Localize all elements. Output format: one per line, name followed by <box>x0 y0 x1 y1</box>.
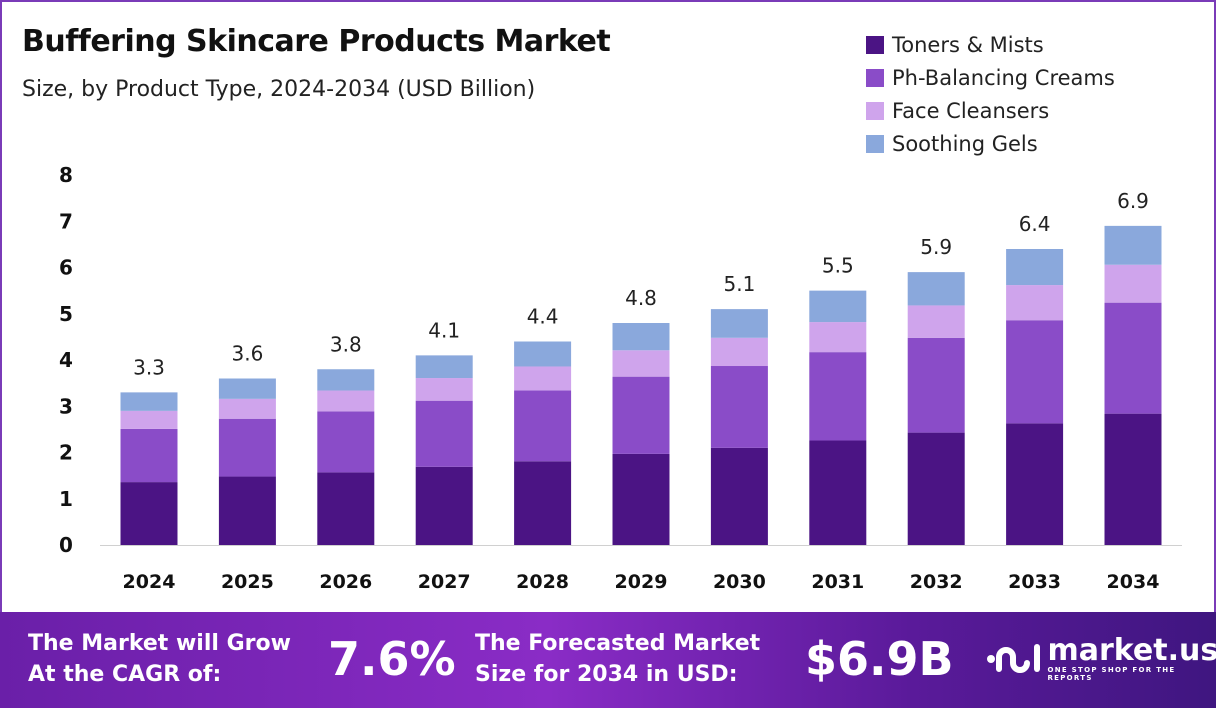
legend-swatch <box>866 35 884 54</box>
x-tick-label: 2031 <box>811 571 864 593</box>
bar-segment <box>612 376 670 454</box>
y-tick-label: 1 <box>59 487 73 511</box>
legend-swatch <box>866 101 884 120</box>
bar-segment <box>907 432 965 545</box>
bar-segment <box>1104 413 1162 545</box>
legend-label: Soothing Gels <box>892 131 1038 156</box>
bar-total-label: 6.4 <box>1019 212 1051 236</box>
forecast-label: The Forecasted Market Size for 2034 in US… <box>475 631 761 687</box>
x-tick-label: 2029 <box>615 571 668 593</box>
cagr-label: The Market will Grow At the CAGR of: <box>28 631 291 687</box>
x-tick-label: 2032 <box>910 571 963 593</box>
y-tick-label: 6 <box>59 256 73 280</box>
x-tick-label: 2025 <box>221 571 274 593</box>
bar-total-label: 3.3 <box>133 355 165 379</box>
x-tick-label: 2033 <box>1008 571 1061 593</box>
bar-segment <box>907 305 965 338</box>
bar-segment <box>415 466 473 545</box>
chart-frame <box>0 0 1216 612</box>
y-tick-label: 0 <box>59 533 73 557</box>
bar-segment <box>1006 285 1064 321</box>
bar-total-label: 5.9 <box>920 235 952 259</box>
bar-segment <box>907 272 965 306</box>
x-tick-label: 2024 <box>123 571 176 593</box>
bar-segment <box>907 337 965 433</box>
bar-segment <box>120 428 178 483</box>
y-tick-label: 5 <box>59 302 73 326</box>
bar-total-label: 6.9 <box>1117 189 1149 213</box>
bar-segment <box>514 461 572 545</box>
y-tick-label: 4 <box>59 348 73 372</box>
bar-segment <box>710 366 768 448</box>
bar-segment <box>612 323 670 351</box>
bar-segment <box>710 309 768 338</box>
bar-total-label: 3.6 <box>231 342 263 366</box>
legend-item: Face Cleansers <box>866 94 1115 127</box>
chart-subtitle: Size, by Product Type, 2024-2034 (USD Bi… <box>22 77 536 102</box>
chart-title: Buffering Skincare Products Market <box>22 24 611 59</box>
bar-total-label: 4.8 <box>625 286 657 310</box>
x-tick-label: 2034 <box>1107 571 1160 593</box>
bar-segment <box>1104 302 1162 414</box>
bar-total-label: 5.1 <box>723 272 755 296</box>
bar-segment <box>612 350 670 377</box>
bar-segment <box>218 418 276 477</box>
y-tick-label: 2 <box>59 441 73 465</box>
y-tick-label: 8 <box>59 163 73 187</box>
legend-swatch <box>866 68 884 87</box>
y-tick-label: 7 <box>59 209 73 233</box>
bar-segment <box>809 440 867 545</box>
bar-segment <box>1006 320 1064 424</box>
legend-item: Ph-Balancing Creams <box>866 61 1115 94</box>
bar-segment <box>514 366 572 391</box>
bar-segment <box>120 482 178 545</box>
bar-total-label: 4.4 <box>527 305 559 329</box>
bar-segment <box>120 410 178 429</box>
x-tick-label: 2027 <box>418 571 471 593</box>
x-tick-label: 2030 <box>713 571 766 593</box>
bar-segment <box>120 392 178 411</box>
bar-segment <box>1006 423 1064 545</box>
bar-segment <box>612 453 670 545</box>
bar-segment <box>415 400 473 467</box>
bar-total-label: 3.8 <box>330 332 362 356</box>
bar-segment <box>1006 249 1064 286</box>
bar-segment <box>218 398 276 419</box>
bar-segment <box>710 337 768 367</box>
bar-segment <box>317 390 375 412</box>
bar-segment <box>710 447 768 545</box>
bar-segment <box>218 476 276 545</box>
bar-segment <box>514 341 572 367</box>
bar-segment <box>317 369 375 391</box>
legend-label: Toners & Mists <box>892 32 1044 57</box>
bar-segment <box>1104 225 1162 265</box>
bar-segment <box>415 355 473 379</box>
bar-segment <box>317 411 375 473</box>
cagr-value: 7.6% <box>328 632 456 686</box>
legend-label: Face Cleansers <box>892 98 1050 123</box>
forecast-value: $6.9B <box>805 632 954 686</box>
bar-segment <box>809 352 867 441</box>
legend: Toners & Mists Ph-Balancing Creams Face … <box>866 28 1115 160</box>
bar-total-label: 5.5 <box>822 254 854 278</box>
bar-chart: 0 1 2 3 4 5 6 7 8 3.3 2024 3.6 2025 3.8 2026 4.1 2027 4.4… <box>59 163 1182 593</box>
bar-total-label: 4.1 <box>428 318 460 342</box>
legend-swatch <box>866 134 884 153</box>
legend-label: Ph-Balancing Creams <box>892 65 1115 90</box>
legend-item: Toners & Mists <box>866 28 1115 61</box>
bar-segment <box>415 378 473 401</box>
bar-segment <box>809 322 867 353</box>
bar-segment <box>1104 264 1162 303</box>
bar-segment <box>809 290 867 323</box>
x-tick-label: 2028 <box>516 571 569 593</box>
market-us-logo: market.us ONE STOP SHOP FOR THE REPORTS <box>985 636 1216 682</box>
bar-segment <box>317 472 375 545</box>
bar-segment <box>514 390 572 462</box>
bar-segment <box>218 378 276 399</box>
legend-item: Soothing Gels <box>866 127 1115 160</box>
footer-banner: The Market will Grow At the CAGR of: 7.6%… <box>0 612 1216 708</box>
x-tick-label: 2026 <box>319 571 372 593</box>
logo-icon <box>987 644 1040 673</box>
y-tick-label: 3 <box>59 394 73 418</box>
